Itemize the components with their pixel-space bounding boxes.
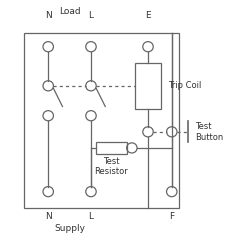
Text: F: F [169,212,174,221]
Text: L: L [88,212,93,221]
Text: Load: Load [59,7,80,16]
Text: L: L [88,11,93,20]
Text: N: N [45,11,52,20]
Text: E: E [145,11,151,20]
Text: Test
Button: Test Button [196,122,224,141]
Text: Test
Resistor: Test Resistor [94,157,128,176]
Text: N: N [45,212,52,221]
Bar [24,33,179,208]
Text: Supply: Supply [54,224,85,233]
Text: Trip Coil: Trip Coil [168,81,201,90]
Bar [135,63,161,109]
Bar [96,142,127,154]
